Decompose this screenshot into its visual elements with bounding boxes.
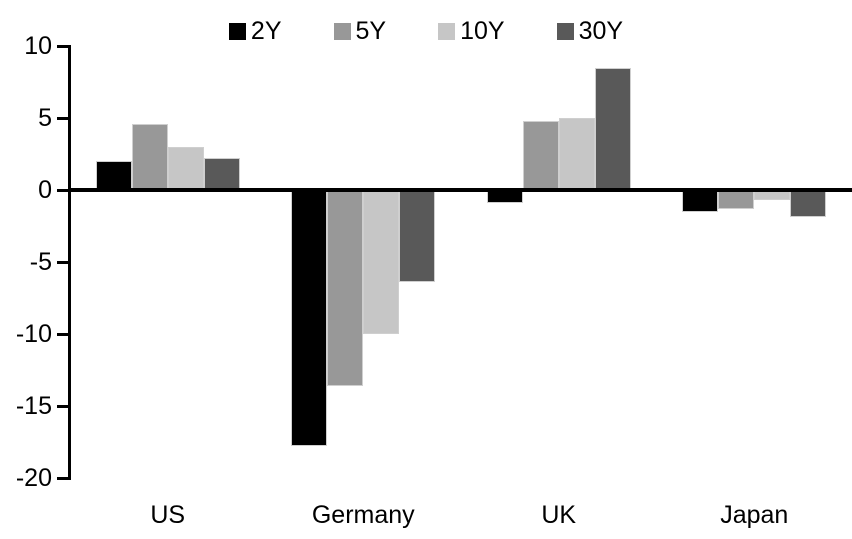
- legend-label: 30Y: [578, 16, 624, 45]
- legend-swatch-icon: [438, 22, 456, 40]
- bar-uk-10y: [558, 118, 595, 190]
- y-axis-tick-label: 5: [38, 104, 52, 132]
- bar-japan-2y: [682, 190, 719, 212]
- bar-us-2y: [95, 161, 132, 190]
- legend-item: 5Y: [333, 16, 387, 45]
- y-axis-tick-label: -10: [15, 320, 52, 348]
- bar-japan-5y: [718, 190, 755, 209]
- x-axis-category-label: Germany: [311, 501, 415, 529]
- legend-item: 30Y: [556, 16, 624, 45]
- y-axis-tick-label: 10: [24, 32, 52, 60]
- bar-germany-5y: [327, 190, 364, 386]
- legend-swatch-icon: [556, 22, 574, 40]
- chart-legend: 2Y 5Y 10Y 30Y: [0, 13, 852, 49]
- bar-germany-2y: [291, 190, 328, 447]
- legend-label: 10Y: [460, 16, 505, 45]
- legend-swatch-icon: [333, 22, 351, 40]
- bar-us-5y: [131, 123, 168, 190]
- y-axis-tick-label: 0: [38, 176, 52, 204]
- bar-uk-5y: [522, 120, 559, 190]
- y-axis-tick-label: -20: [15, 464, 52, 492]
- bar-germany-10y: [363, 190, 400, 334]
- bar-japan-30y: [790, 190, 827, 218]
- y-axis-tick: [57, 188, 68, 192]
- y-axis-tick: [57, 476, 68, 480]
- y-axis: [68, 45, 71, 480]
- x-axis-category-label: Japan: [720, 501, 789, 529]
- y-axis-tick: [57, 116, 68, 120]
- legend-item: 10Y: [438, 16, 505, 45]
- legend-label: 2Y: [250, 16, 282, 45]
- x-axis-category-label: US: [150, 501, 186, 529]
- y-axis-tick: [57, 404, 68, 408]
- y-axis-tick-label: -15: [15, 392, 52, 420]
- y-axis-tick: [57, 332, 68, 336]
- legend-item: 2Y: [228, 16, 282, 45]
- y-axis-tick: [57, 260, 68, 264]
- bar-us-30y: [203, 158, 240, 190]
- bar-uk-30y: [594, 67, 631, 190]
- zero-axis-line: [68, 188, 852, 192]
- bar-us-10y: [167, 146, 204, 190]
- legend-label: 5Y: [355, 16, 387, 45]
- legend-swatch-icon: [228, 22, 246, 40]
- y-axis-tick: [57, 44, 68, 48]
- y-axis-tick-label: -5: [29, 248, 52, 276]
- bar-germany-30y: [399, 190, 436, 283]
- x-axis-category-label: UK: [541, 501, 577, 529]
